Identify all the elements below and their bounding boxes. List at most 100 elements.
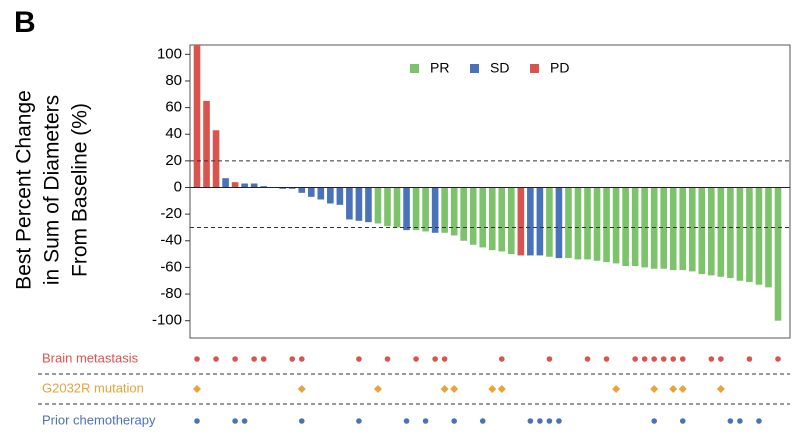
track-dot <box>660 356 667 362</box>
bar <box>412 187 420 231</box>
track-dot <box>556 418 562 424</box>
track-dot <box>632 356 638 362</box>
track-dot <box>546 418 553 424</box>
bar <box>384 187 391 227</box>
track-dot <box>651 356 657 362</box>
bar <box>327 187 334 204</box>
bar <box>441 187 448 233</box>
track-dot <box>497 385 506 393</box>
track-dot <box>384 356 391 362</box>
bar <box>603 187 610 263</box>
bar <box>517 187 525 256</box>
bar <box>479 187 487 248</box>
y-tick-label: -100 <box>152 312 182 329</box>
track-dot <box>651 418 657 424</box>
track-dot <box>298 356 305 362</box>
bar <box>307 187 315 197</box>
bar <box>765 187 772 288</box>
legend-label: PR <box>430 60 449 76</box>
bar <box>317 187 325 200</box>
track-dot <box>298 418 305 424</box>
bar <box>450 187 458 236</box>
y-tick-label: 80 <box>165 72 182 89</box>
track-dot <box>718 356 724 362</box>
track-dot <box>251 356 257 362</box>
bar <box>555 187 563 259</box>
track-dot <box>756 418 762 424</box>
track-dot <box>678 385 687 393</box>
bar <box>679 187 687 271</box>
bar <box>422 187 429 232</box>
track-dot <box>716 385 725 393</box>
bar <box>288 187 296 189</box>
bar <box>212 130 220 188</box>
bar <box>774 187 782 321</box>
y-tick-label: 20 <box>165 152 182 169</box>
track-dot <box>746 356 753 362</box>
track-label: Prior chemotherapy <box>42 412 156 427</box>
track-dot <box>356 356 362 362</box>
bar <box>650 187 658 269</box>
track-dot <box>670 356 677 362</box>
track-dot <box>737 418 743 424</box>
y-axis-label: Best Percent Change in Sum of Diameters … <box>13 90 92 290</box>
track-dot <box>650 385 659 393</box>
y-tick-label: -20 <box>160 205 182 222</box>
track-dot <box>450 385 459 393</box>
track-dot <box>241 418 248 424</box>
bar <box>498 187 506 252</box>
bar <box>241 183 248 188</box>
track-dot <box>708 356 715 362</box>
legend-swatch <box>530 64 539 73</box>
legend-label: SD <box>490 60 509 76</box>
plot-frame <box>189 44 791 339</box>
legend-label: PD <box>550 60 569 76</box>
bar <box>393 187 401 228</box>
bar <box>536 187 544 256</box>
y-tick-label: 0 <box>174 178 182 195</box>
track-dot <box>603 356 610 362</box>
bar <box>231 182 239 188</box>
y-label-line: From Baseline (%) <box>69 103 92 277</box>
bar <box>574 187 582 260</box>
y-tick-label: -40 <box>160 232 182 249</box>
bar <box>736 187 744 281</box>
bar <box>669 187 677 271</box>
y-tick-label: -80 <box>160 285 182 302</box>
bar <box>698 187 706 275</box>
bar <box>584 187 591 260</box>
track-dot <box>232 418 238 424</box>
track-dot <box>669 385 678 393</box>
track-dot <box>413 356 419 362</box>
bar <box>565 187 572 259</box>
legend-swatch <box>410 64 419 73</box>
y-label-line: Best Percent Change <box>13 90 36 290</box>
bar <box>260 186 267 188</box>
track-dot <box>537 418 543 424</box>
bar <box>508 187 515 255</box>
bar <box>298 187 306 193</box>
track-dot <box>612 385 621 393</box>
track-dot <box>260 356 267 362</box>
bar <box>727 187 734 279</box>
bar <box>374 187 382 224</box>
y-tick-label: 100 <box>157 45 182 62</box>
track-dot <box>775 356 781 362</box>
track-dot <box>527 418 534 424</box>
bar <box>250 183 258 188</box>
y-label-line: in Sum of Diameters <box>41 95 64 285</box>
track-dot <box>194 356 200 362</box>
bar <box>336 187 344 205</box>
track-dot <box>641 356 648 362</box>
bar <box>193 45 201 188</box>
track-dot <box>297 385 306 393</box>
bar <box>355 187 363 221</box>
bar <box>431 187 439 233</box>
bar <box>203 100 210 188</box>
bar <box>622 187 629 267</box>
track-dot <box>356 418 362 424</box>
y-tick-label: 60 <box>165 99 182 116</box>
bar <box>660 187 668 269</box>
bar <box>403 187 410 231</box>
track-dot <box>289 356 296 362</box>
